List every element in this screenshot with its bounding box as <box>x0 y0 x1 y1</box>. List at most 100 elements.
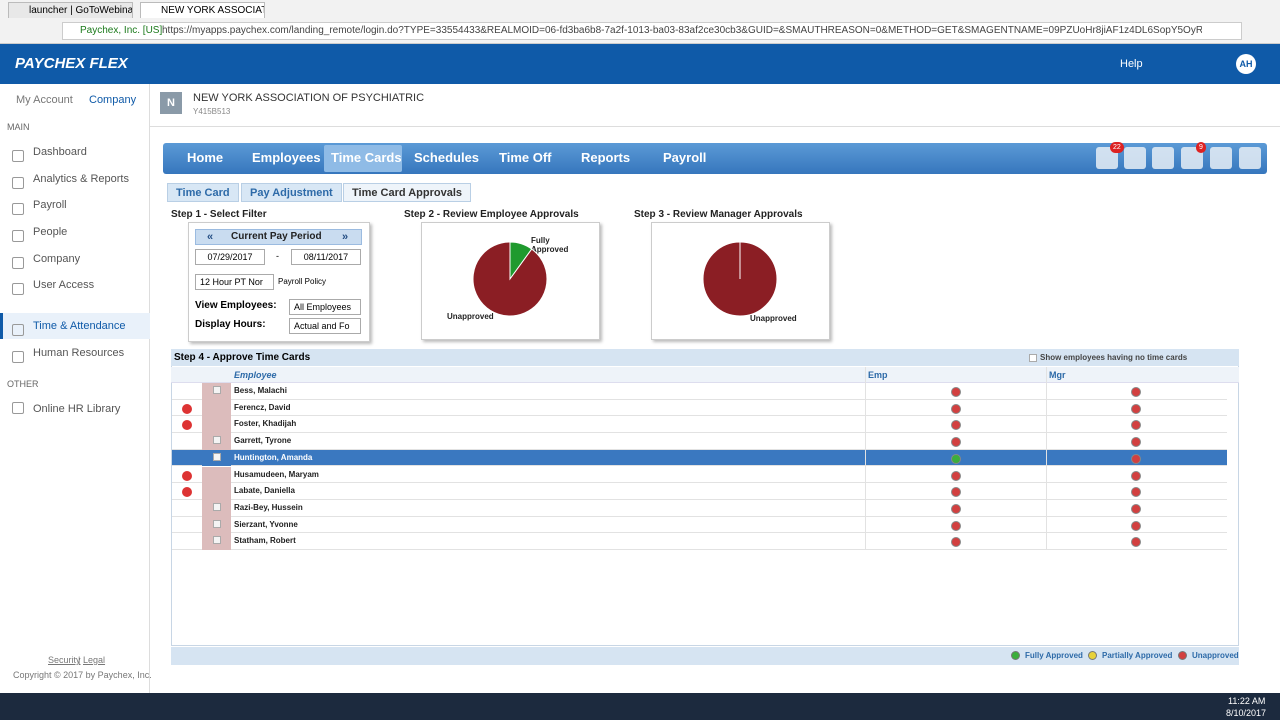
legend-bar <box>171 647 1239 665</box>
employee-name[interactable]: Sierzant, Yvonne <box>234 519 298 529</box>
row[interactable] <box>172 516 1227 534</box>
checkbox[interactable] <box>1029 354 1037 362</box>
legend-swatch <box>1088 651 1097 660</box>
sidebar-item[interactable]: Dashboard <box>33 146 87 158</box>
checkbox[interactable] <box>213 536 221 545</box>
emp-status <box>951 453 961 464</box>
subtab[interactable]: Time Card <box>167 183 239 202</box>
column-title[interactable]: Emp <box>868 370 888 380</box>
row[interactable] <box>172 466 1227 484</box>
employee-name[interactable]: Labate, Daniella <box>234 486 295 496</box>
row[interactable] <box>172 449 1227 467</box>
employee-name[interactable]: Bess, Malachi <box>234 386 287 395</box>
separator: | <box>78 655 81 665</box>
row[interactable] <box>172 499 1227 517</box>
policy-select[interactable]: 12 Hour PT Nor <box>195 274 274 290</box>
nav-item[interactable]: Schedules <box>414 150 480 165</box>
end-date[interactable]: 08/11/2017 <box>291 249 361 265</box>
sidebar-item[interactable]: Analytics & Reports <box>33 173 129 185</box>
date: 8/10/2017 <box>1226 708 1267 718</box>
icon <box>12 177 24 189</box>
employee-name[interactable]: Husamudeen, Maryam <box>234 469 319 479</box>
logo[interactable]: PAYCHEX FLEX <box>15 55 128 72</box>
sidebar-item[interactable]: People <box>33 226 68 238</box>
emp-status <box>951 487 961 498</box>
active-item <box>0 313 150 339</box>
clock: 11:22 AM <box>1228 696 1266 706</box>
nav-icon[interactable] <box>1181 147 1203 169</box>
column-title[interactable]: Employee <box>234 370 277 380</box>
next-period[interactable]: » <box>342 231 349 243</box>
nav-item[interactable]: Employees <box>252 150 321 165</box>
mgr-status <box>1131 437 1141 448</box>
checkbox[interactable] <box>213 436 221 445</box>
nav-item[interactable]: Home <box>187 150 224 165</box>
checkbox[interactable] <box>213 519 221 528</box>
sidebar-item[interactable]: Payroll <box>33 199 67 211</box>
row[interactable] <box>172 433 1227 450</box>
row[interactable] <box>172 383 1227 400</box>
help-link[interactable]: Help <box>1120 58 1143 70</box>
row[interactable] <box>172 483 1227 500</box>
stop-icon <box>182 487 192 498</box>
employee-name[interactable]: Razi-Bey, Hussein <box>234 502 303 512</box>
footer-link[interactable]: Legal <box>83 655 106 665</box>
icon <box>12 203 24 215</box>
subtab[interactable]: Time Card Approvals <box>343 183 472 202</box>
footer-link[interactable]: Security <box>48 655 81 665</box>
sidebar-tab[interactable]: Company <box>89 94 137 106</box>
browser-tab[interactable]: NEW YORK ASSOCIATIO <box>140 2 265 18</box>
mgr-status <box>1131 470 1141 481</box>
sidebar-tab[interactable]: My Account <box>16 94 73 106</box>
sidebar-item[interactable]: Online HR Library <box>33 403 121 415</box>
hours-select[interactable]: Actual and Fo <box>289 318 361 334</box>
sidebar-item[interactable]: Time & Attendance <box>33 320 126 332</box>
step-title: Step 3 - Review Manager Approvals <box>634 209 803 220</box>
icon <box>12 402 24 414</box>
checkbox[interactable] <box>213 386 221 394</box>
sidebar-item[interactable]: Company <box>33 253 81 265</box>
nav-item[interactable]: Time Off <box>499 150 552 165</box>
address-bar[interactable] <box>62 22 1242 40</box>
nav-icon[interactable] <box>1124 147 1146 169</box>
start-date[interactable]: 07/29/2017 <box>195 249 265 265</box>
nav-icon[interactable] <box>1210 147 1232 169</box>
icon <box>12 283 24 295</box>
nav-icon[interactable] <box>1239 147 1261 169</box>
employee-name[interactable]: Statham, Robert <box>234 536 296 546</box>
nav-item[interactable]: Payroll <box>663 150 707 165</box>
sidebar-item[interactable]: Human Resources <box>33 347 125 359</box>
employee-name[interactable]: Garrett, Tyrone <box>234 436 292 446</box>
row[interactable] <box>172 416 1227 434</box>
subtab[interactable]: Pay Adjustment <box>241 183 342 202</box>
employee-name[interactable]: Foster, Khadijah <box>234 419 297 429</box>
nav-item[interactable]: Reports <box>581 150 631 165</box>
step-title: Step 2 - Review Employee Approvals <box>404 209 579 220</box>
mgr-status <box>1131 453 1141 464</box>
url: https://myapps.paychex.com/landing_remot… <box>162 25 1202 36</box>
active-nav <box>324 145 402 172</box>
emp-status <box>951 403 961 414</box>
avatar[interactable]: AH <box>1236 54 1256 74</box>
emp-status <box>951 537 961 548</box>
sidebar-item[interactable]: User Access <box>33 279 95 291</box>
sidebar <box>0 84 150 693</box>
mgr-status <box>1131 487 1141 498</box>
mgr-status <box>1131 403 1141 414</box>
icon <box>12 351 24 363</box>
view-select[interactable]: All Employees <box>289 299 361 315</box>
column-title[interactable]: Mgr <box>1049 370 1066 380</box>
browser-tab[interactable]: launcher | GoToWebinar <box>8 2 133 18</box>
employee-name[interactable]: Ferencz, David <box>234 402 291 412</box>
row[interactable] <box>172 533 1227 550</box>
row[interactable] <box>172 399 1227 417</box>
checkbox[interactable] <box>213 452 221 461</box>
prev-period[interactable]: « <box>207 231 214 243</box>
step-title: Step 1 - Select Filter <box>171 209 267 220</box>
employee-name[interactable]: Huntington, Amanda <box>234 452 313 462</box>
nav-item[interactable]: Time Cards <box>331 150 402 165</box>
pie-label: Unapproved <box>750 314 797 323</box>
nav-icon[interactable] <box>1152 147 1174 169</box>
legend-label: Unapproved <box>1192 651 1239 660</box>
checkbox[interactable] <box>213 502 221 511</box>
